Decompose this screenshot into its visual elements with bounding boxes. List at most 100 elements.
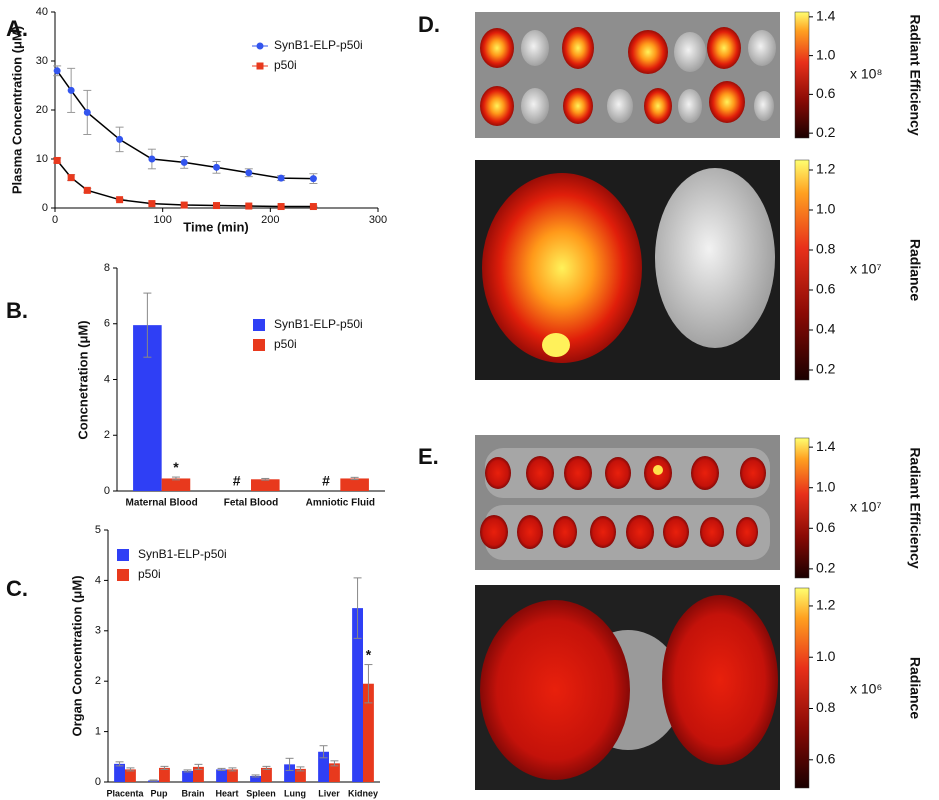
image-e-bottom (475, 585, 780, 790)
y-tick-label: 8 (104, 262, 110, 274)
y-tick-label: 0 (42, 202, 48, 214)
marker (245, 202, 253, 210)
y-tick-label: 20 (36, 104, 48, 116)
x-tick-label: 100 (153, 214, 171, 226)
x-axis-label: Time (min) (183, 219, 249, 234)
y-axis-label: Plasma Concentration (μM) (9, 26, 24, 194)
bar (261, 767, 272, 782)
marker (67, 86, 75, 94)
bar (125, 769, 136, 782)
x-tick-label: Liver (318, 788, 340, 798)
legend-label: SynB1-ELP-p50i (138, 547, 227, 561)
x-tick-label: Maternal Blood (126, 498, 198, 509)
colorbar-tick-label: 0.6 (816, 750, 836, 766)
y-axis-label: Concnetration (μM) (75, 320, 90, 439)
annotation: * (366, 646, 372, 662)
scale-label: x 10⁸ (850, 66, 882, 82)
bar (340, 478, 369, 491)
colorbar-tick-label: 1.4 (816, 8, 836, 24)
image-d-top (475, 12, 780, 138)
marker (309, 175, 317, 183)
legend-label: p50i (138, 567, 161, 581)
marker (256, 62, 264, 70)
legend-label: p50i (274, 337, 297, 351)
bar (161, 478, 191, 491)
x-tick-label: 200 (261, 214, 279, 226)
y-tick-label: 40 (36, 6, 48, 18)
y-tick-label: 30 (36, 55, 48, 67)
colorbar-title: Radiance (907, 657, 923, 719)
bar (114, 763, 125, 782)
y-tick-label: 3 (95, 625, 101, 637)
bar (193, 766, 204, 782)
y-tick-label: 10 (36, 153, 48, 165)
bar (159, 767, 170, 782)
colorbar (794, 587, 810, 789)
panel-label: B. (6, 298, 28, 323)
x-tick-label: Brain (181, 788, 204, 798)
x-tick-label: Lung (284, 788, 306, 798)
x-tick-label: Spleen (246, 788, 276, 798)
legend-label: p50i (274, 58, 297, 72)
colorbar-tick-label: 0.8 (816, 699, 836, 715)
colorbar-tick-label: 0.2 (816, 560, 836, 576)
bar (182, 770, 193, 782)
colorbar (794, 437, 810, 579)
panel-label: D. (418, 12, 440, 37)
legend-swatch (253, 319, 265, 331)
colorbar-tick-label: 1.0 (816, 478, 836, 494)
marker (53, 67, 61, 75)
bar (227, 769, 238, 782)
marker (116, 135, 124, 143)
scale-label: x 10⁶ (850, 681, 882, 697)
bar (284, 764, 295, 782)
image-d-bottom (475, 160, 780, 380)
scale-label: x 10⁷ (850, 499, 882, 515)
colorbar-tick-label: 0.8 (816, 241, 836, 257)
marker (180, 158, 188, 166)
colorbar-tick-label: 0.6 (816, 85, 836, 101)
marker (148, 200, 156, 208)
x-tick-label: Placenta (106, 788, 144, 798)
y-axis-label: Organ Concentration (μM) (69, 575, 84, 736)
x-tick-label: Kidney (348, 788, 378, 798)
marker (213, 163, 220, 171)
annotation: # (322, 473, 330, 489)
x-tick-label: Pup (151, 788, 169, 798)
colorbar-title: Radiant Efficiency (907, 447, 923, 569)
x-tick-label: Heart (215, 788, 238, 798)
legend-swatch (253, 339, 265, 351)
y-tick-label: 0 (95, 776, 101, 788)
y-tick-label: 0 (104, 485, 110, 497)
colorbar (794, 11, 810, 139)
marker (277, 174, 285, 182)
y-tick-label: 4 (95, 574, 101, 586)
colorbar-tick-label: 0.2 (816, 361, 836, 377)
y-tick-label: 2 (104, 429, 110, 441)
bar (295, 768, 306, 782)
colorbar-tick-label: 1.0 (816, 648, 836, 664)
marker (180, 201, 188, 209)
curve (56, 70, 314, 180)
colorbar-tick-label: 1.0 (816, 46, 836, 62)
image-e-top (475, 435, 780, 570)
marker (245, 169, 253, 177)
legend-label: SynB1-ELP-p50i (274, 38, 363, 52)
colorbar-tick-label: 0.6 (816, 281, 836, 297)
marker (53, 156, 61, 164)
marker (148, 155, 156, 163)
colorbar-tick-label: 0.2 (816, 124, 836, 140)
marker (67, 174, 75, 182)
colorbar-title: Radiant Efficiency (907, 14, 923, 136)
colorbar-tick-label: 1.2 (816, 161, 836, 177)
colorbar-tick-label: 0.4 (816, 321, 836, 337)
panel-label: C. (6, 576, 28, 601)
marker (83, 186, 91, 194)
x-tick-label: 0 (52, 214, 58, 226)
colorbar-tick-label: 1.2 (816, 597, 836, 613)
marker (213, 202, 220, 210)
y-tick-label: 1 (95, 726, 101, 738)
y-tick-label: 5 (95, 524, 101, 536)
marker (277, 203, 285, 211)
